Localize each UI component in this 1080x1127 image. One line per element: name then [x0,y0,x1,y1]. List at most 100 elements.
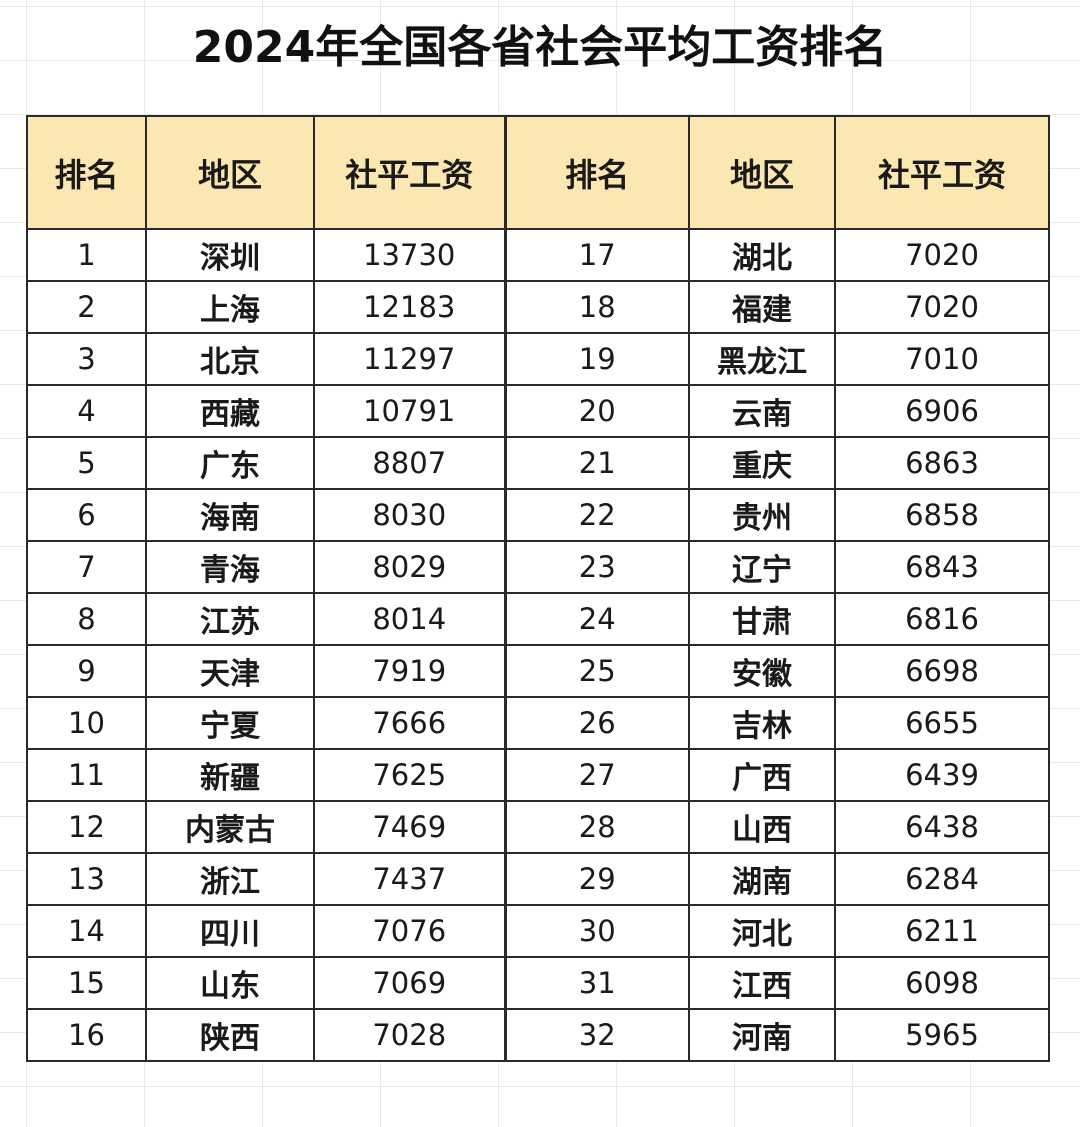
wage-cell: 7020 [834,228,1050,282]
table-body: 1 深圳 13730 17 湖北 7020 2 上海 12183 18 福建 7020 3 北京 11297… [26,228,1050,1062]
region-cell: 河南 [688,1008,836,1062]
region-cell: 重庆 [688,436,836,490]
region-cell: 广东 [145,436,315,490]
wage-cell: 8030 [313,488,506,542]
header-rank: 排名 [26,115,147,230]
rank-cell: 2 [26,280,147,334]
wage-cell: 6698 [834,644,1050,698]
table-row: 3 北京 11297 19 黑龙江 7010 [26,332,1050,386]
header-rank: 排名 [503,115,690,230]
rank-cell: 6 [26,488,147,542]
wage-cell: 6439 [834,748,1050,802]
region-cell: 甘肃 [688,592,836,646]
region-cell: 江苏 [145,592,315,646]
rank-cell: 29 [503,852,690,906]
rank-cell: 16 [26,1008,147,1062]
table-row: 12 内蒙古 7469 28 山西 6438 [26,800,1050,854]
wage-cell: 6906 [834,384,1050,438]
wage-cell: 8014 [313,592,506,646]
region-cell: 青海 [145,540,315,594]
rank-cell: 25 [503,644,690,698]
header-wage: 社平工资 [834,115,1050,230]
rank-cell: 13 [26,852,147,906]
wage-cell: 8029 [313,540,506,594]
rank-cell: 27 [503,748,690,802]
wage-cell: 6843 [834,540,1050,594]
region-cell: 新疆 [145,748,315,802]
region-cell: 江西 [688,956,836,1010]
rank-cell: 20 [503,384,690,438]
region-cell: 云南 [688,384,836,438]
rank-cell: 1 [26,228,147,282]
table-row: 14 四川 7076 30 河北 6211 [26,904,1050,958]
rank-cell: 23 [503,540,690,594]
wage-cell: 10791 [313,384,506,438]
region-cell: 广西 [688,748,836,802]
rank-cell: 15 [26,956,147,1010]
table-row: 15 山东 7069 31 江西 6098 [26,956,1050,1010]
wage-cell: 7069 [313,956,506,1010]
header-region: 地区 [688,115,836,230]
region-cell: 河北 [688,904,836,958]
page-title: 2024年全国各省社会平均工资排名 [192,22,888,73]
rank-cell: 10 [26,696,147,750]
wage-cell: 7010 [834,332,1050,386]
rank-cell: 28 [503,800,690,854]
wage-cell: 6211 [834,904,1050,958]
wage-cell: 7469 [313,800,506,854]
table-row: 4 西藏 10791 20 云南 6906 [26,384,1050,438]
region-cell: 安徽 [688,644,836,698]
wage-cell: 6858 [834,488,1050,542]
region-cell: 陕西 [145,1008,315,1062]
rank-cell: 8 [26,592,147,646]
region-cell: 海南 [145,488,315,542]
wage-cell: 7919 [313,644,506,698]
header-region: 地区 [145,115,315,230]
wage-cell: 7028 [313,1008,506,1062]
wage-cell: 7437 [313,852,506,906]
wage-cell: 6098 [834,956,1050,1010]
rank-cell: 14 [26,904,147,958]
wage-cell: 11297 [313,332,506,386]
rank-cell: 32 [503,1008,690,1062]
table-row: 6 海南 8030 22 贵州 6858 [26,488,1050,542]
rank-cell: 30 [503,904,690,958]
rank-cell: 11 [26,748,147,802]
region-cell: 浙江 [145,852,315,906]
rank-cell: 3 [26,332,147,386]
wage-cell: 7625 [313,748,506,802]
wage-cell: 7076 [313,904,506,958]
table-row: 11 新疆 7625 27 广西 6439 [26,748,1050,802]
region-cell: 黑龙江 [688,332,836,386]
rank-cell: 9 [26,644,147,698]
table-row: 5 广东 8807 21 重庆 6863 [26,436,1050,490]
wage-cell: 6863 [834,436,1050,490]
rank-cell: 4 [26,384,147,438]
wage-cell: 7666 [313,696,506,750]
rank-cell: 31 [503,956,690,1010]
wage-cell: 6284 [834,852,1050,906]
wage-cell: 6438 [834,800,1050,854]
region-cell: 深圳 [145,228,315,282]
wage-cell: 5965 [834,1008,1050,1062]
region-cell: 内蒙古 [145,800,315,854]
table-row: 7 青海 8029 23 辽宁 6843 [26,540,1050,594]
region-cell: 山西 [688,800,836,854]
table-row: 8 江苏 8014 24 甘肃 6816 [26,592,1050,646]
rank-cell: 22 [503,488,690,542]
table-row: 2 上海 12183 18 福建 7020 [26,280,1050,334]
table-row: 1 深圳 13730 17 湖北 7020 [26,228,1050,282]
wage-cell: 8807 [313,436,506,490]
wage-ranking-table: 排名 地区 社平工资 排名 地区 社平工资 1 深圳 13730 17 湖北 7020 2 上… [26,115,1050,1062]
rank-cell: 26 [503,696,690,750]
table-row: 10 宁夏 7666 26 吉林 6655 [26,696,1050,750]
wage-cell: 6816 [834,592,1050,646]
wage-cell: 7020 [834,280,1050,334]
rank-cell: 21 [503,436,690,490]
rank-cell: 5 [26,436,147,490]
wage-cell: 6655 [834,696,1050,750]
rank-cell: 17 [503,228,690,282]
rank-cell: 18 [503,280,690,334]
region-cell: 四川 [145,904,315,958]
rank-cell: 12 [26,800,147,854]
